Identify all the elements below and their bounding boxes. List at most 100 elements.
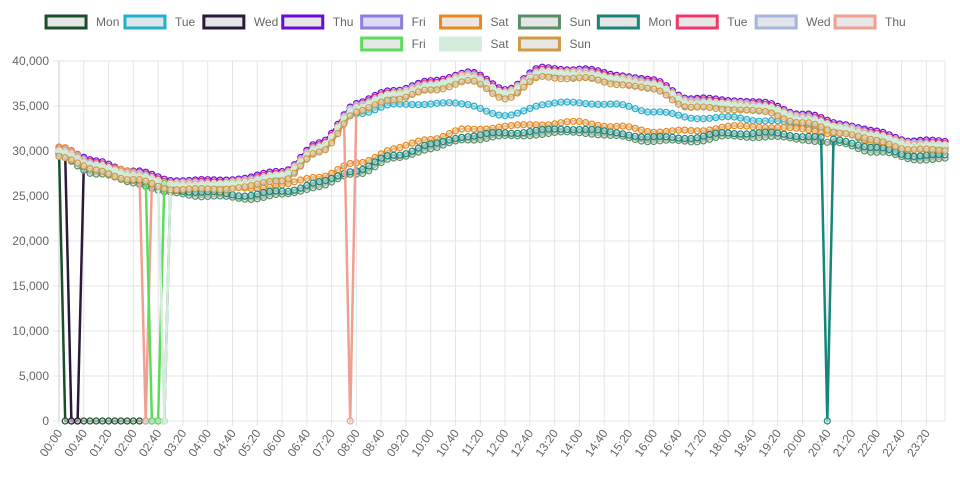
data-point: [476, 80, 484, 88]
data-point: [736, 122, 745, 130]
legend-label: Mon: [96, 15, 119, 29]
data-point: [569, 117, 577, 125]
data-point: [650, 85, 658, 93]
data-point: [61, 154, 69, 162]
data-point: [693, 115, 701, 123]
data-point: [563, 118, 571, 126]
data-point: [402, 93, 410, 101]
data-point: [123, 176, 131, 184]
x-tick-label: 12:40: [508, 426, 537, 459]
data-point: [935, 146, 943, 154]
data-point: [160, 185, 168, 193]
data-point: [482, 84, 491, 93]
data-point: [123, 417, 131, 425]
data-point: [786, 117, 794, 125]
legend-swatch: [281, 14, 325, 30]
legend-item[interactable]: Fri: [360, 36, 426, 52]
data-point: [476, 131, 484, 139]
data-point: [718, 113, 726, 121]
data-point: [544, 125, 553, 133]
data-point: [67, 417, 76, 425]
legend-item[interactable]: Tue: [123, 14, 196, 30]
x-tick-label: 02:40: [136, 426, 165, 459]
data-point: [476, 104, 484, 113]
data-point: [92, 166, 100, 174]
data-point: [879, 144, 887, 152]
data-point: [749, 123, 757, 131]
legend-item[interactable]: Sun: [517, 36, 591, 52]
data-point: [458, 100, 466, 108]
x-tick-label: 10:00: [409, 426, 438, 459]
legend-item[interactable]: Fri: [360, 14, 426, 30]
data-point: [637, 133, 646, 141]
legend-item[interactable]: Wed: [202, 14, 278, 30]
data-point: [842, 137, 850, 145]
data-point: [798, 133, 807, 141]
data-point: [185, 185, 193, 193]
data-point: [421, 86, 429, 94]
data-point: [780, 115, 788, 123]
data-point: [142, 417, 150, 425]
data-point: [538, 125, 546, 134]
x-tick-label: 18:00: [706, 426, 735, 459]
legend-item[interactable]: Mon: [44, 14, 119, 30]
data-point: [687, 103, 695, 112]
data-point: [699, 103, 708, 111]
data-point: [575, 74, 584, 82]
data-point: [842, 130, 850, 138]
legend-item[interactable]: Sun: [517, 14, 591, 30]
data-point: [724, 112, 732, 121]
data-point: [829, 128, 838, 136]
data-point: [606, 80, 615, 88]
legend-label: Tue: [727, 15, 748, 29]
data-point: [674, 126, 683, 134]
data-point: [520, 121, 528, 129]
data-point: [241, 192, 249, 200]
data-point: [681, 126, 689, 134]
data-point: [873, 136, 881, 144]
data-point: [854, 141, 862, 149]
data-point: [117, 174, 125, 183]
data-point: [278, 177, 286, 185]
data-point: [575, 99, 584, 107]
data-point: [228, 185, 237, 193]
data-point: [767, 109, 776, 117]
data-point: [544, 100, 553, 108]
legend-item[interactable]: Tue: [675, 14, 748, 30]
data-point: [767, 128, 776, 136]
legend-item[interactable]: Mon: [596, 14, 672, 30]
x-tick-label: 00:00: [37, 426, 66, 459]
x-tick-label: 18:40: [731, 426, 760, 459]
data-point: [501, 129, 509, 137]
data-point: [321, 146, 329, 154]
data-point: [253, 190, 261, 198]
data-point: [445, 136, 453, 144]
data-point: [786, 124, 794, 132]
data-point: [904, 146, 912, 154]
legend-item[interactable]: Sat: [439, 36, 510, 52]
data-point: [104, 417, 113, 425]
legend-item[interactable]: Thu: [833, 14, 906, 30]
data-point: [464, 125, 472, 133]
legend-item[interactable]: Sat: [439, 14, 510, 30]
data-point: [408, 139, 416, 147]
legend-label: Fri: [412, 37, 426, 51]
data-point: [718, 128, 726, 137]
data-point: [718, 105, 726, 113]
series-line: [58, 127, 946, 423]
data-point: [693, 134, 701, 142]
legend-item[interactable]: Wed: [754, 14, 831, 30]
data-point: [470, 102, 478, 110]
data-point: [427, 140, 435, 148]
data-point: [693, 127, 701, 135]
data-point: [625, 102, 633, 111]
y-tick-label: 15,000: [12, 279, 49, 293]
data-point: [513, 109, 522, 117]
x-tick-label: 15:20: [607, 426, 636, 459]
legend-swatch: [439, 36, 483, 52]
data-point: [272, 177, 280, 185]
legend-item[interactable]: Thu: [281, 14, 354, 30]
data-point: [612, 100, 621, 108]
data-point: [699, 115, 708, 123]
data-point: [867, 135, 875, 143]
